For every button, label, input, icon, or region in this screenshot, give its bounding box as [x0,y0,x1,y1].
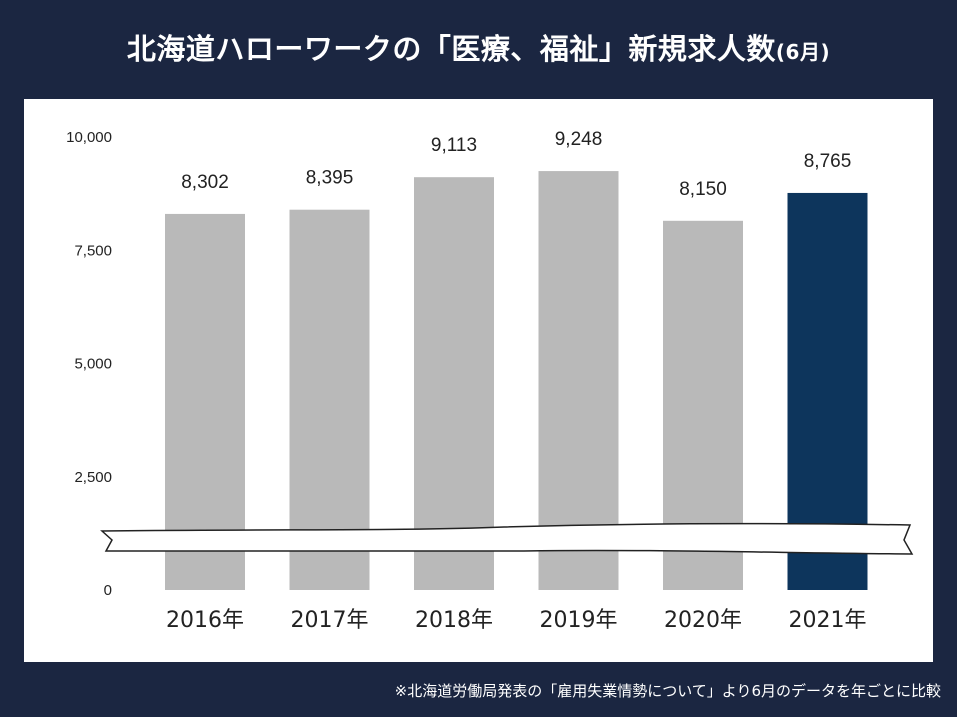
data-label: 8,765 [804,151,852,172]
source-footnote: ※北海道労働局発表の「雇用失業情勢について」より6月のデータを年ごとに比較 [394,682,941,700]
x-tick-label: 2016年 [166,608,244,633]
y-tick-label: 7,500 [74,242,112,259]
x-tick-label: 2019年 [540,608,618,633]
data-label: 8,395 [306,168,354,189]
y-tick-label: 0 [104,582,112,599]
data-label: 8,150 [679,179,727,200]
axis-break-band [100,522,914,555]
bar [538,171,619,590]
y-tick-label: 10,000 [66,129,112,146]
chart-title: 北海道ハローワークの「医療、福祉」新規求人数(6月) [0,26,957,68]
y-tick-label: 5,000 [74,356,112,373]
title-main: 北海道ハローワークの「医療、福祉」新規求人数 [126,32,776,66]
y-tick-label: 2,500 [74,469,112,486]
x-tick-label: 2017年 [291,608,369,633]
data-label: 9,113 [431,135,477,156]
bar-chart: 0 2,500 5,000 7,500 10,000 8,302 2016年 8,395 201… [66,129,914,633]
bar [289,209,370,591]
bar [414,177,494,590]
x-tick-label: 2020年 [664,608,742,633]
x-tick-label: 2018年 [415,608,493,633]
chart-panel: 0 2,500 5,000 7,500 10,000 8,302 2016年 8,395 201… [24,99,933,662]
title-suffix: (6月) [775,40,831,64]
data-label: 9,248 [555,129,603,150]
x-tick-label: 2021年 [789,608,867,633]
bar [165,213,245,590]
data-label: 8,302 [181,172,229,193]
